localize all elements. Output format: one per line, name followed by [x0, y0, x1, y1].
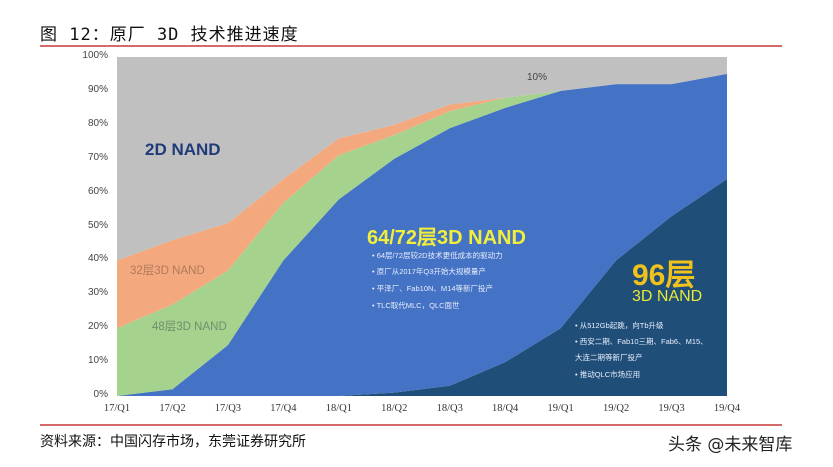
source-rule [40, 424, 782, 426]
x-tick-label: 18/Q1 [325, 403, 352, 414]
label-32-layer: 32层3D NAND [130, 265, 205, 277]
watermark: 头条 @未来智库 [668, 435, 793, 455]
y-tick-label: 100% [82, 50, 108, 61]
source-note: 资料来源：中国闪存市场，东莞证券研究所 [40, 434, 306, 450]
x-tick-label: 19/Q2 [602, 403, 630, 414]
label-48-layer: 48层3D NAND [152, 321, 227, 333]
area-96-layer [117, 179, 727, 396]
bullet-item: • TLC取代MLC，QLC面世 [372, 301, 460, 310]
y-tick-label: 90% [87, 83, 108, 95]
bullet-item: • 从512Gb起跳，向Tb升级 [575, 321, 664, 330]
label-64-72-layer: 64/72层3D NAND [367, 227, 526, 249]
label-96-sub: 3D NAND [632, 288, 703, 305]
x-tick-label: 19/Q4 [713, 403, 741, 414]
y-tick-label: 80% [87, 117, 108, 129]
x-tick-label: 17/Q1 [103, 403, 131, 414]
bullet-item: • 推动QLC市场应用 [575, 370, 641, 379]
bullet-item: • 平泽厂、Fab10N、M14等新厂投产 [372, 284, 493, 293]
area-64-72-layer [117, 73, 727, 397]
x-tick-label: 18/Q4 [492, 403, 519, 414]
y-tick-label: 20% [87, 321, 108, 333]
y-tick-label: 40% [87, 253, 108, 265]
bullet-item: 大连二期等新厂投产 [575, 353, 643, 362]
area-48-layer [117, 73, 727, 397]
x-tick-label: 18/Q2 [381, 403, 408, 414]
annotation-10pct: 10% [527, 72, 548, 83]
x-tick-label: 19/Q3 [658, 403, 685, 414]
y-tick-label: 0% [93, 389, 108, 400]
figure-title: 图 12：原厂 3D 技术推进速度 [40, 25, 299, 45]
bullet-item: • 64层/72层较2D技术更低成本的驱动力 [372, 251, 503, 260]
x-tick-label: 17/Q3 [214, 403, 242, 414]
label-2d-nand: 2D NAND [145, 140, 221, 159]
y-tick-label: 60% [87, 185, 108, 197]
x-tick-label: 19/Q1 [547, 403, 574, 414]
x-tick-label: 17/Q4 [270, 403, 297, 414]
title-rule [40, 45, 782, 47]
label-96-layer: 96层 [632, 259, 696, 292]
y-tick-label: 50% [87, 219, 108, 231]
bullet-item: • 原厂从2017年Q3开始大规模量产 [372, 267, 486, 276]
bullet-item: • 西安二期、Fab10三期、Fab6、M15、 [575, 337, 708, 346]
y-tick-label: 10% [87, 355, 108, 367]
area-2d-nand [117, 57, 727, 261]
x-tick-label: 18/Q3 [436, 403, 463, 414]
y-tick-label: 70% [87, 151, 108, 163]
x-tick-label: 17/Q2 [159, 403, 186, 414]
y-tick-label: 30% [87, 287, 108, 299]
